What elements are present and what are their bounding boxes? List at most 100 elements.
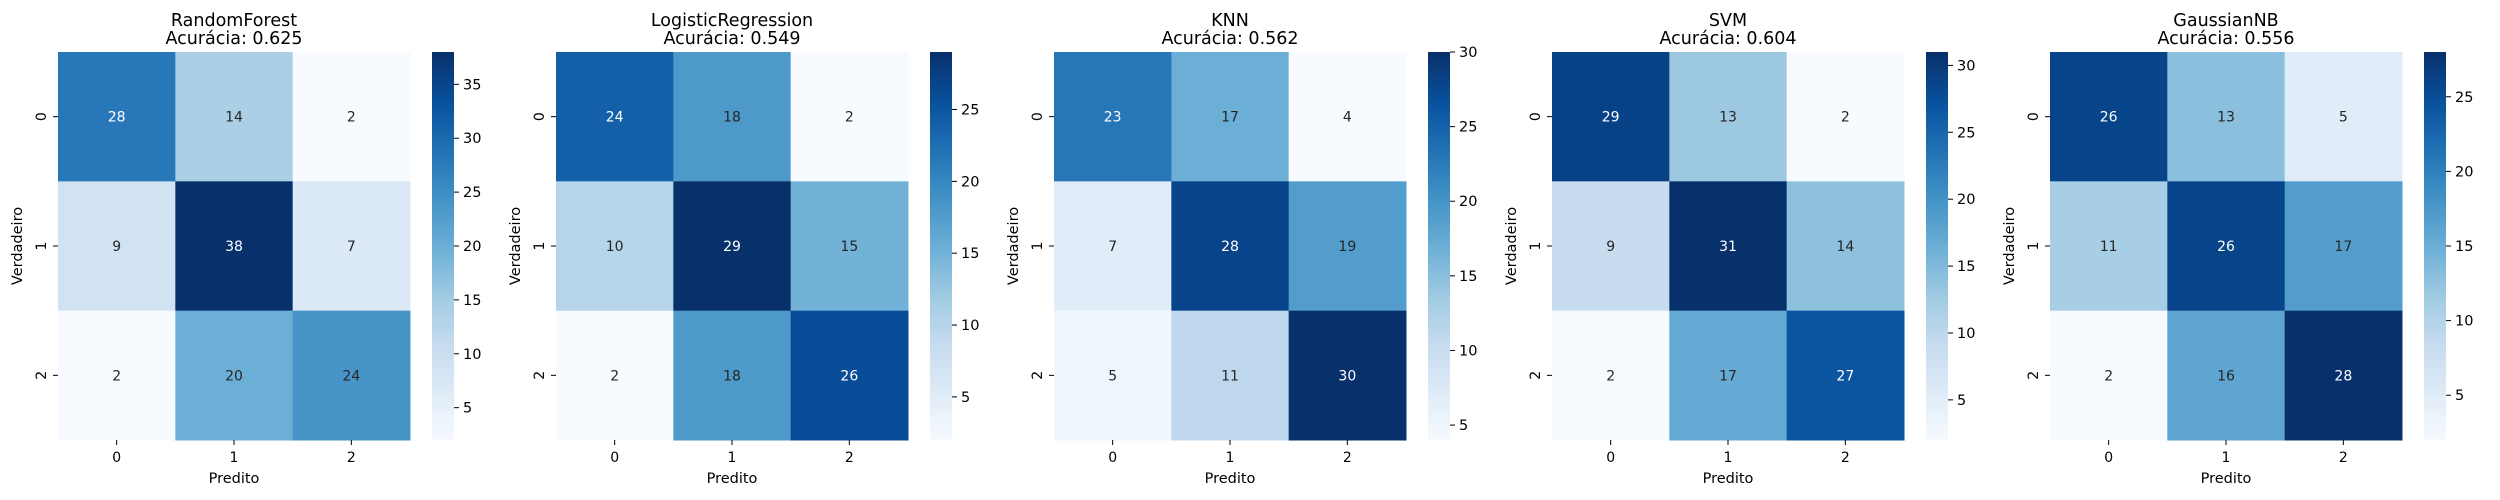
colorbar-strip xyxy=(1926,436,1948,441)
colorbar-strip xyxy=(2424,203,2446,208)
colorbar-tick-label: 10 xyxy=(1459,343,1477,359)
x-tick-label: 1 xyxy=(1724,450,1733,466)
colorbar-strip xyxy=(432,249,454,254)
y-axis-label: Verdadeiro xyxy=(508,207,524,285)
cell-value-label: 13 xyxy=(2217,110,2235,126)
colorbar-strip xyxy=(432,155,454,160)
colorbar-strip xyxy=(1926,394,1948,399)
colorbar-strip xyxy=(2424,278,2446,283)
heatmap-cell xyxy=(1054,181,1172,312)
colorbar-strip xyxy=(432,420,454,425)
colorbar-strip xyxy=(432,123,454,127)
colorbar-strip xyxy=(930,178,952,182)
cell-value-label: 2 xyxy=(2104,368,2113,384)
colorbar-strip xyxy=(432,129,454,134)
colorbar-strip xyxy=(432,262,454,266)
colorbar-strip xyxy=(930,414,952,418)
colorbar-tick-label: 25 xyxy=(1459,120,1477,136)
cell-value-label: 31 xyxy=(1719,239,1737,255)
y-tick-label: 1 xyxy=(1528,242,1544,251)
colorbar-strip xyxy=(1926,307,1948,312)
colorbar-strip xyxy=(2424,317,2446,321)
colorbar-strip xyxy=(432,203,454,208)
panel-subtitle: Acurácia: 0.556 xyxy=(2157,29,2294,49)
colorbar-strip xyxy=(1428,313,1450,318)
colorbar-strip xyxy=(1428,433,1450,438)
colorbar-tick-label: 20 xyxy=(961,174,979,190)
colorbar-strip xyxy=(2424,346,2446,351)
colorbar-strip xyxy=(432,158,454,163)
heatmap-cell xyxy=(1669,310,1788,441)
colorbar-strip xyxy=(1428,200,1450,205)
colorbar-strip xyxy=(1428,355,1450,360)
colorbar-strip xyxy=(1428,368,1450,373)
colorbar-strip xyxy=(2424,307,2446,312)
colorbar-strip xyxy=(1926,268,1948,273)
colorbar-strip xyxy=(432,194,454,199)
heatmap-cells: 29 13 29 31 142 17 27 xyxy=(1552,52,1905,441)
colorbar-strip xyxy=(930,249,952,254)
x-tick-label: 0 xyxy=(610,450,619,466)
heatmap-cell xyxy=(58,52,176,182)
colorbar-strip xyxy=(432,291,454,296)
colorbar-strip xyxy=(1926,152,1948,157)
colorbar-strip xyxy=(2424,258,2446,263)
colorbar-strip xyxy=(1428,132,1450,137)
colorbar-strip xyxy=(930,126,952,131)
colorbar-strip xyxy=(432,84,454,89)
heatmap-cell xyxy=(1171,310,1290,441)
colorbar-strip xyxy=(1428,155,1450,160)
y-tick-label: 2 xyxy=(1528,371,1544,380)
colorbar-strip xyxy=(1926,174,1948,179)
colorbar-strip xyxy=(1428,94,1450,98)
colorbar-strip xyxy=(432,294,454,299)
colorbar-strip xyxy=(432,320,454,325)
colorbar-strip xyxy=(1926,203,1948,208)
colorbar-strip xyxy=(1428,97,1450,102)
colorbar-strip xyxy=(2424,174,2446,179)
colorbar-strip xyxy=(432,397,454,402)
colorbar-strip xyxy=(2424,297,2446,302)
colorbar-strip xyxy=(2424,68,2446,72)
colorbar-strip xyxy=(2424,155,2446,160)
colorbar-strip xyxy=(930,423,952,428)
colorbar-strip xyxy=(930,378,952,383)
colorbar-strip xyxy=(432,197,454,202)
colorbar-strip xyxy=(930,436,952,441)
colorbar-strip xyxy=(2424,168,2446,173)
colorbar-strip xyxy=(1926,281,1948,286)
panel-subtitle: Acurácia: 0.625 xyxy=(165,29,302,49)
colorbar-strip xyxy=(930,203,952,208)
colorbar-strip xyxy=(2424,77,2446,82)
colorbar-strip xyxy=(1926,126,1948,131)
colorbar-strip xyxy=(930,152,952,157)
colorbar-strip xyxy=(1926,242,1948,247)
colorbar-strip xyxy=(930,317,952,321)
colorbar-strip xyxy=(432,178,454,182)
colorbar-strip xyxy=(930,320,952,325)
colorbar-strip xyxy=(930,346,952,351)
heatmap-cell xyxy=(1171,181,1290,312)
colorbar-strip xyxy=(1428,226,1450,231)
y-tick-label: 1 xyxy=(1030,242,1046,251)
colorbar-strip xyxy=(930,385,952,389)
colorbar-strip xyxy=(1428,87,1450,92)
colorbar-strip xyxy=(2424,171,2446,176)
colorbar-strip xyxy=(1428,352,1450,357)
heatmap-cells: 24 18 2 10 29 15 2 18 26 xyxy=(556,52,909,441)
colorbar-strip xyxy=(1926,149,1948,153)
cell-value-label: 15 xyxy=(840,239,858,255)
colorbar-strip xyxy=(432,139,454,144)
colorbar-strip xyxy=(2424,284,2446,289)
colorbar-strip xyxy=(1428,71,1450,76)
colorbar-strip xyxy=(2424,320,2446,325)
colorbar-tick-label: 25 xyxy=(463,185,481,201)
colorbar-strip xyxy=(1428,220,1450,224)
colorbar-strip xyxy=(1428,233,1450,237)
colorbar-strip xyxy=(432,271,454,276)
colorbar-strip xyxy=(1428,119,1450,124)
colorbar-strip xyxy=(432,352,454,357)
colorbar-tick-label: 5 xyxy=(2455,388,2464,404)
